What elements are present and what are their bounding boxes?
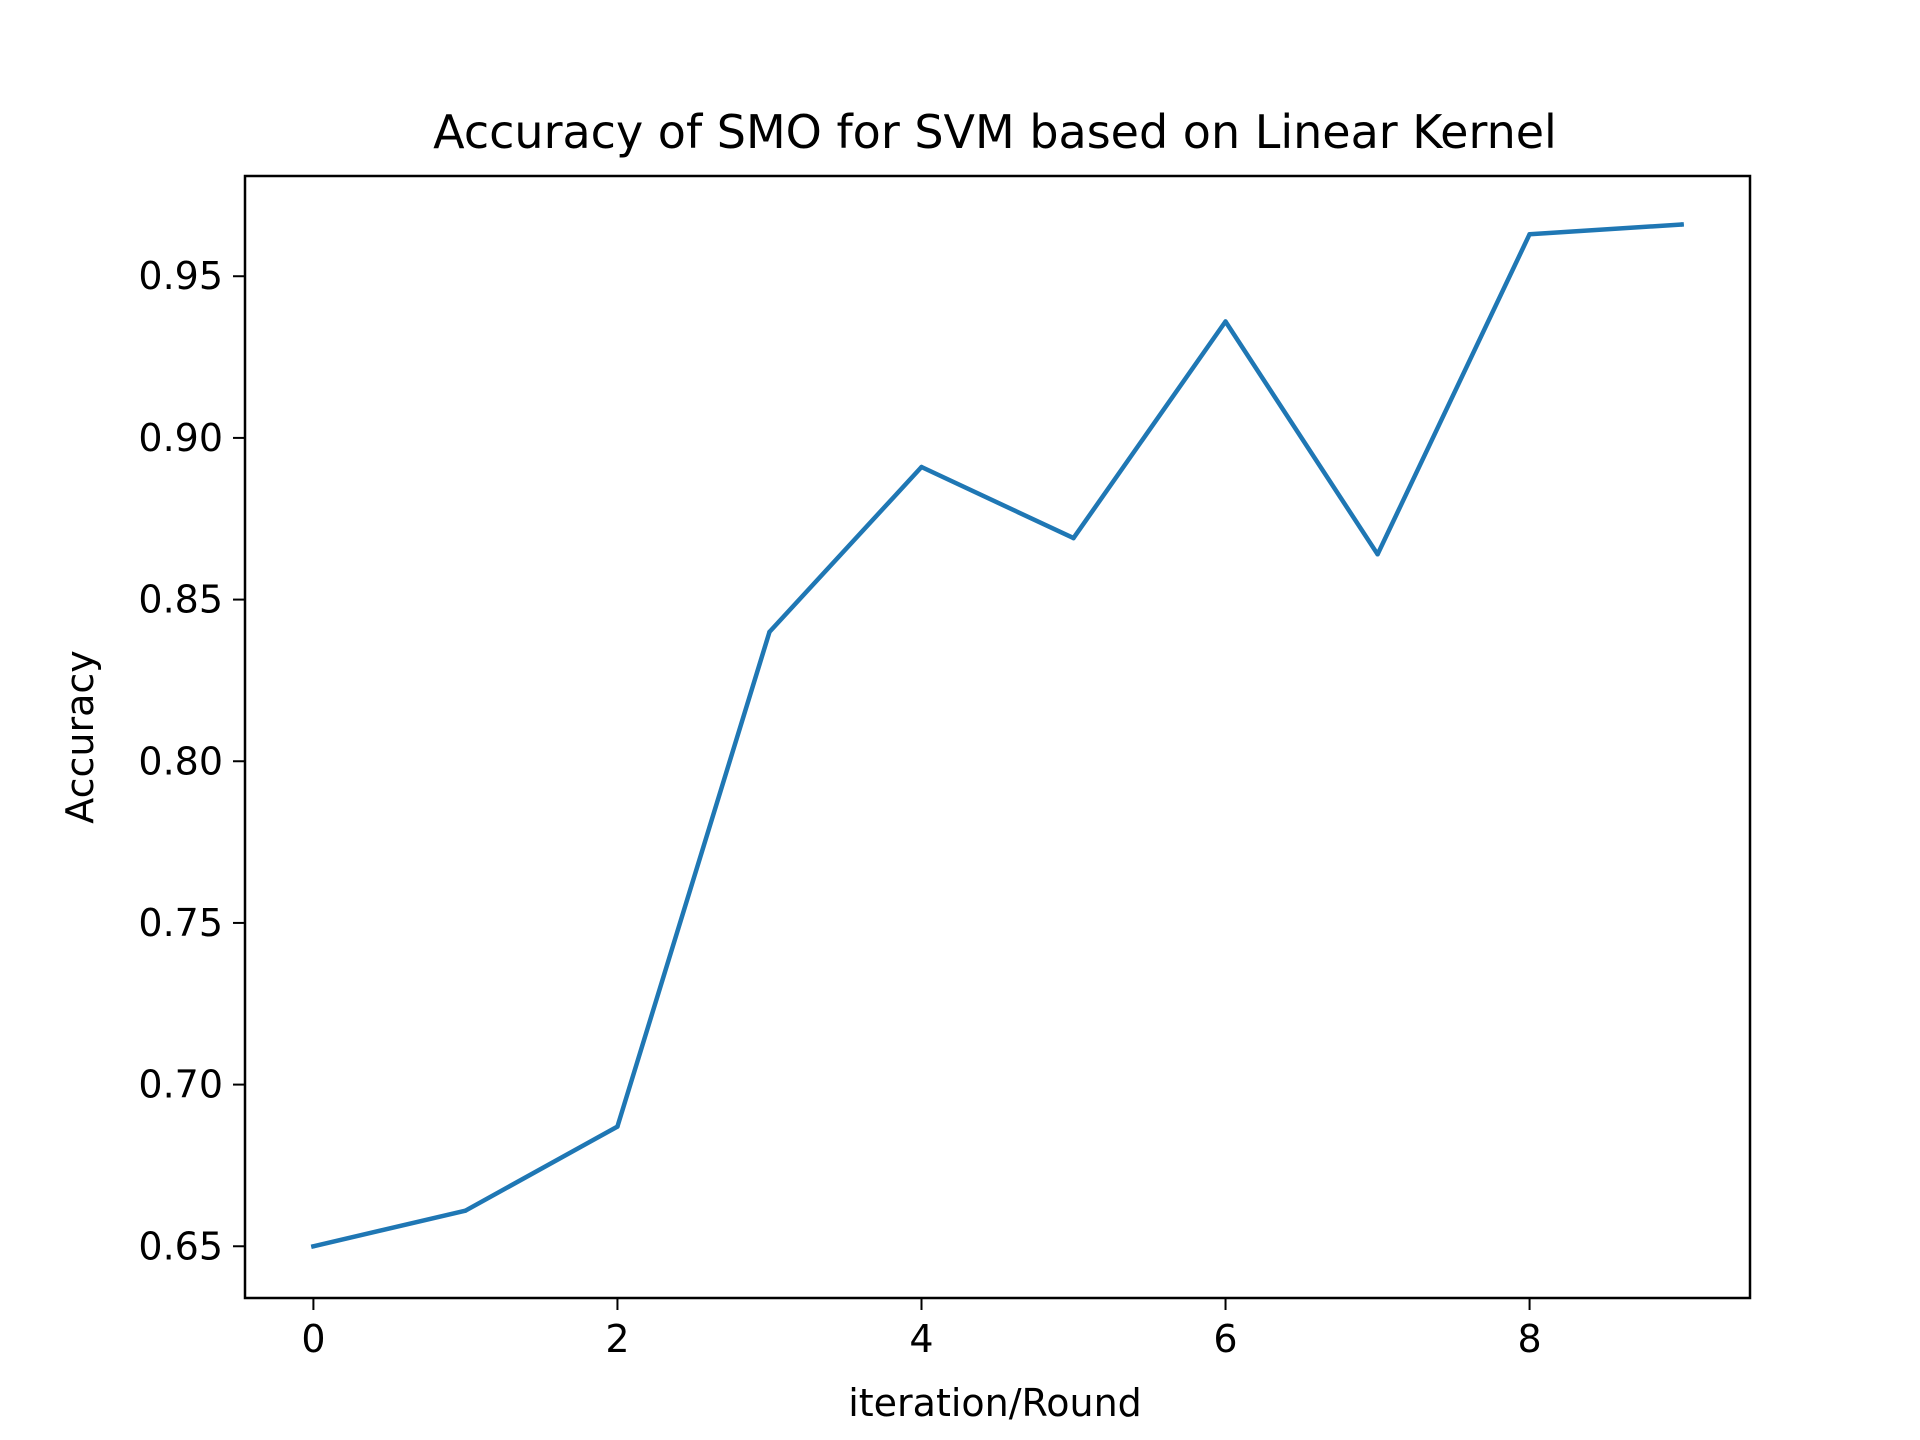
- data-point: [1223, 319, 1228, 324]
- y-tick-label: 0.75: [138, 901, 223, 945]
- y-tick-label: 0.70: [138, 1063, 223, 1107]
- y-tick-label: 0.85: [138, 578, 223, 622]
- data-point: [919, 464, 924, 470]
- y-axis-label: Accuracy: [58, 650, 102, 824]
- y-tick-label: 0.95: [138, 254, 223, 298]
- data-point: [1679, 222, 1684, 227]
- y-tick-label: 0.80: [138, 739, 223, 783]
- series-layer: [310, 222, 1684, 1250]
- series-line: [310, 222, 1684, 1250]
- data-point: [1527, 232, 1532, 237]
- x-tick-label: 4: [909, 1317, 933, 1361]
- x-tick-label: 6: [1213, 1317, 1237, 1361]
- x-tick-label: 0: [301, 1317, 325, 1361]
- chart-title: Accuracy of SMO for SVM based on Linear …: [433, 105, 1557, 159]
- plot-frame: [243, 174, 1752, 1300]
- data-point: [615, 1124, 620, 1129]
- x-tick-label: 8: [1517, 1317, 1541, 1361]
- data-point: [1071, 535, 1076, 541]
- data-point: [767, 629, 772, 635]
- data-point: [1375, 552, 1380, 557]
- ticks-layer: 0 2 4 6 8 0.65 0.70 0.75 0.80 0.85 0.90 0.95: [138, 254, 1541, 1361]
- x-tick-label: 2: [605, 1317, 629, 1361]
- y-tick-label: 0.90: [138, 416, 223, 460]
- data-point: [463, 1208, 468, 1213]
- data-point: [311, 1244, 316, 1249]
- y-tick-label: 0.65: [138, 1224, 223, 1268]
- x-axis-label: iteration/Round: [848, 1381, 1142, 1425]
